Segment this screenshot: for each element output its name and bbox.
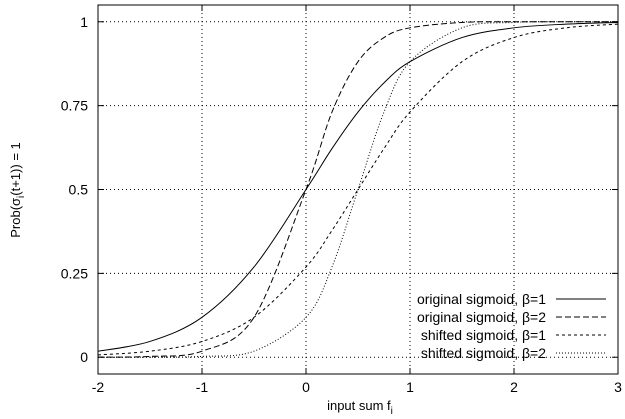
tick-labels: -2 -1 0 1 2 3 0 0.25 0.5 0.75 1 xyxy=(61,14,622,395)
y-tick-label: 0.25 xyxy=(61,265,88,281)
x-tick-label: 1 xyxy=(406,379,414,395)
y-tick-label: 0 xyxy=(80,349,88,365)
x-tick-label: 0 xyxy=(302,379,310,395)
y-tick-label: 0.5 xyxy=(69,182,89,198)
y-axis-label: Prob(σi(t+1)) = 1 xyxy=(8,142,27,238)
series-lines xyxy=(97,21,619,358)
x-tick-label: -1 xyxy=(196,379,209,395)
legend-label-4: shifted sigmoid, β=2 xyxy=(421,345,546,361)
legend-label-1: original sigmoid, β=1 xyxy=(417,291,546,307)
series-line-4 xyxy=(97,21,619,358)
series-line-3 xyxy=(97,23,619,356)
legend-label-2: original sigmoid, β=2 xyxy=(417,309,546,325)
y-tick-label: 1 xyxy=(80,14,88,30)
series-line-1 xyxy=(97,21,619,352)
legend-label-3: shifted sigmoid, β=1 xyxy=(421,327,546,343)
legend: original sigmoid, β=1 original sigmoid, β… xyxy=(417,291,606,361)
x-tick-label: 3 xyxy=(614,379,622,395)
x-tick-label: -2 xyxy=(92,379,105,395)
plot-frame xyxy=(97,4,619,375)
y-tick-label: 0.75 xyxy=(61,98,88,114)
x-axis-label: input sum fi xyxy=(327,398,393,417)
x-tick-label: 2 xyxy=(510,379,518,395)
